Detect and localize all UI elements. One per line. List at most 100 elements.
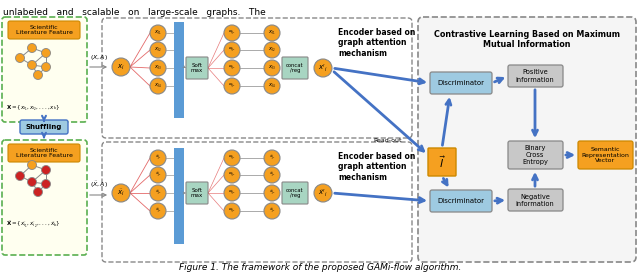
Text: $x_{j_2}$: $x_{j_2}$ <box>154 45 162 54</box>
Text: Discriminator: Discriminator <box>438 80 484 86</box>
Text: $\widetilde{x}_{j_3}$: $\widetilde{x}_{j_3}$ <box>269 189 275 197</box>
Circle shape <box>28 160 36 170</box>
Circle shape <box>42 48 51 58</box>
Text: concat
/reg: concat /reg <box>286 63 304 73</box>
Text: Encoder based on
graph attention
mechanism: Encoder based on graph attention mechani… <box>338 28 415 58</box>
Text: Encoder based on
graph attention
mechanism: Encoder based on graph attention mechani… <box>338 152 415 182</box>
Text: Contrastive Learning Based on Maximum
Mutual Information: Contrastive Learning Based on Maximum Mu… <box>434 30 620 49</box>
Circle shape <box>42 63 51 71</box>
Circle shape <box>150 25 166 41</box>
Text: Shuffling: Shuffling <box>26 124 62 130</box>
Text: Scientific
Literature Feature: Scientific Literature Feature <box>15 24 72 35</box>
Circle shape <box>33 71 42 80</box>
Text: $(X,A)$: $(X,A)$ <box>90 53 108 62</box>
Circle shape <box>15 53 24 63</box>
Text: $x_{j_3}$: $x_{j_3}$ <box>268 63 276 73</box>
FancyBboxPatch shape <box>508 189 563 211</box>
Circle shape <box>224 60 240 76</box>
Circle shape <box>33 187 42 197</box>
Text: $\widetilde{x}_{j_1}$: $\widetilde{x}_{j_1}$ <box>269 154 275 162</box>
Text: $\mathbf{X}=\{x_{i_1},x_{i_2},...,x_k\}$: $\mathbf{X}=\{x_{i_1},x_{i_2},...,x_k\}$ <box>6 103 61 113</box>
Text: $x'_i$: $x'_i$ <box>318 62 328 74</box>
Text: Read-out: Read-out <box>374 138 402 143</box>
Text: Semantic
Representation
Vector: Semantic Representation Vector <box>581 147 629 163</box>
Text: $x_{j_4}$: $x_{j_4}$ <box>268 81 276 91</box>
Text: $\widetilde{x}_{j_4}$: $\widetilde{x}_{j_4}$ <box>155 207 161 215</box>
Text: $(\widetilde{X},A)$: $(\widetilde{X},A)$ <box>90 180 108 190</box>
Circle shape <box>264 185 280 201</box>
Circle shape <box>224 150 240 166</box>
Text: Soft
max: Soft max <box>191 188 203 198</box>
FancyBboxPatch shape <box>8 144 80 162</box>
Text: $\widetilde{x}_{j_3}$: $\widetilde{x}_{j_3}$ <box>155 189 161 197</box>
Bar <box>174 22 184 118</box>
Circle shape <box>150 167 166 183</box>
Text: $\alpha_{ij_3}$: $\alpha_{ij_3}$ <box>228 189 236 197</box>
FancyBboxPatch shape <box>418 17 636 262</box>
Circle shape <box>224 78 240 94</box>
Text: $x_{j_3}$: $x_{j_3}$ <box>154 63 162 73</box>
Text: concat
/reg: concat /reg <box>286 188 304 198</box>
Text: $x_{j_2}$: $x_{j_2}$ <box>268 45 276 54</box>
FancyBboxPatch shape <box>430 72 492 94</box>
Text: $\widetilde{x}_{j_1}$: $\widetilde{x}_{j_1}$ <box>155 154 161 162</box>
Text: Scientific
Literature Feature: Scientific Literature Feature <box>15 148 72 158</box>
Circle shape <box>224 25 240 41</box>
FancyBboxPatch shape <box>186 182 208 204</box>
Text: $\widetilde{\mathbf{X}}=\{\widetilde{x}_{i_1},\widetilde{x}_{i_2},...,\widetilde: $\widetilde{\mathbf{X}}=\{\widetilde{x}_… <box>6 220 61 230</box>
Circle shape <box>264 203 280 219</box>
Text: $\widetilde{x}_{j_2}$: $\widetilde{x}_{j_2}$ <box>269 171 275 179</box>
Circle shape <box>224 167 240 183</box>
Text: $\alpha_{ij_1}$: $\alpha_{ij_1}$ <box>228 29 236 37</box>
Text: Positive
information: Positive information <box>516 70 554 83</box>
Text: $x_i$: $x_i$ <box>117 62 125 72</box>
FancyBboxPatch shape <box>2 140 87 255</box>
Circle shape <box>150 150 166 166</box>
Circle shape <box>264 25 280 41</box>
Text: $\alpha_{ij_2}$: $\alpha_{ij_2}$ <box>228 46 236 54</box>
Circle shape <box>150 185 166 201</box>
Circle shape <box>264 78 280 94</box>
Circle shape <box>150 60 166 76</box>
FancyBboxPatch shape <box>430 190 492 212</box>
Text: $x_{j_1}$: $x_{j_1}$ <box>268 28 276 38</box>
Circle shape <box>264 167 280 183</box>
Text: Soft
max: Soft max <box>191 63 203 73</box>
Circle shape <box>224 185 240 201</box>
Text: $\alpha_{ij_4}$: $\alpha_{ij_4}$ <box>228 82 236 90</box>
Circle shape <box>314 184 332 202</box>
Circle shape <box>28 177 36 187</box>
Circle shape <box>42 180 51 188</box>
Circle shape <box>112 58 130 76</box>
Circle shape <box>15 172 24 180</box>
FancyBboxPatch shape <box>8 21 80 39</box>
Text: $\alpha_{ij_1}$: $\alpha_{ij_1}$ <box>228 154 236 162</box>
Text: Figure 1. The framework of the proposed GAMi-flow algorithm.: Figure 1. The framework of the proposed … <box>179 263 461 272</box>
Circle shape <box>28 43 36 53</box>
FancyBboxPatch shape <box>428 148 456 176</box>
FancyBboxPatch shape <box>508 141 563 169</box>
FancyBboxPatch shape <box>20 120 68 134</box>
Circle shape <box>28 61 36 70</box>
Circle shape <box>112 184 130 202</box>
FancyBboxPatch shape <box>578 141 633 169</box>
Circle shape <box>150 203 166 219</box>
Text: $\vec{l}$: $\vec{l}$ <box>438 154 445 170</box>
Text: $\widetilde{x}_{j_4}$: $\widetilde{x}_{j_4}$ <box>269 207 275 215</box>
FancyBboxPatch shape <box>186 57 208 79</box>
Bar <box>174 148 184 244</box>
Circle shape <box>264 60 280 76</box>
Circle shape <box>264 150 280 166</box>
Text: $\widetilde{x}'_i$: $\widetilde{x}'_i$ <box>318 187 328 198</box>
Text: $\alpha_{ij_3}$: $\alpha_{ij_3}$ <box>228 64 236 72</box>
Circle shape <box>42 165 51 175</box>
Text: $x_{j_1}$: $x_{j_1}$ <box>154 28 162 38</box>
Circle shape <box>224 42 240 58</box>
Text: Discriminator: Discriminator <box>438 198 484 204</box>
FancyBboxPatch shape <box>2 17 87 122</box>
Text: $\alpha_{ij_2}$: $\alpha_{ij_2}$ <box>228 171 236 179</box>
Circle shape <box>150 42 166 58</box>
Text: unlabeled   and   scalable   on   large-scale   graphs.   The: unlabeled and scalable on large-scale gr… <box>3 8 266 17</box>
Circle shape <box>314 59 332 77</box>
Text: Negative
information: Negative information <box>516 193 554 207</box>
